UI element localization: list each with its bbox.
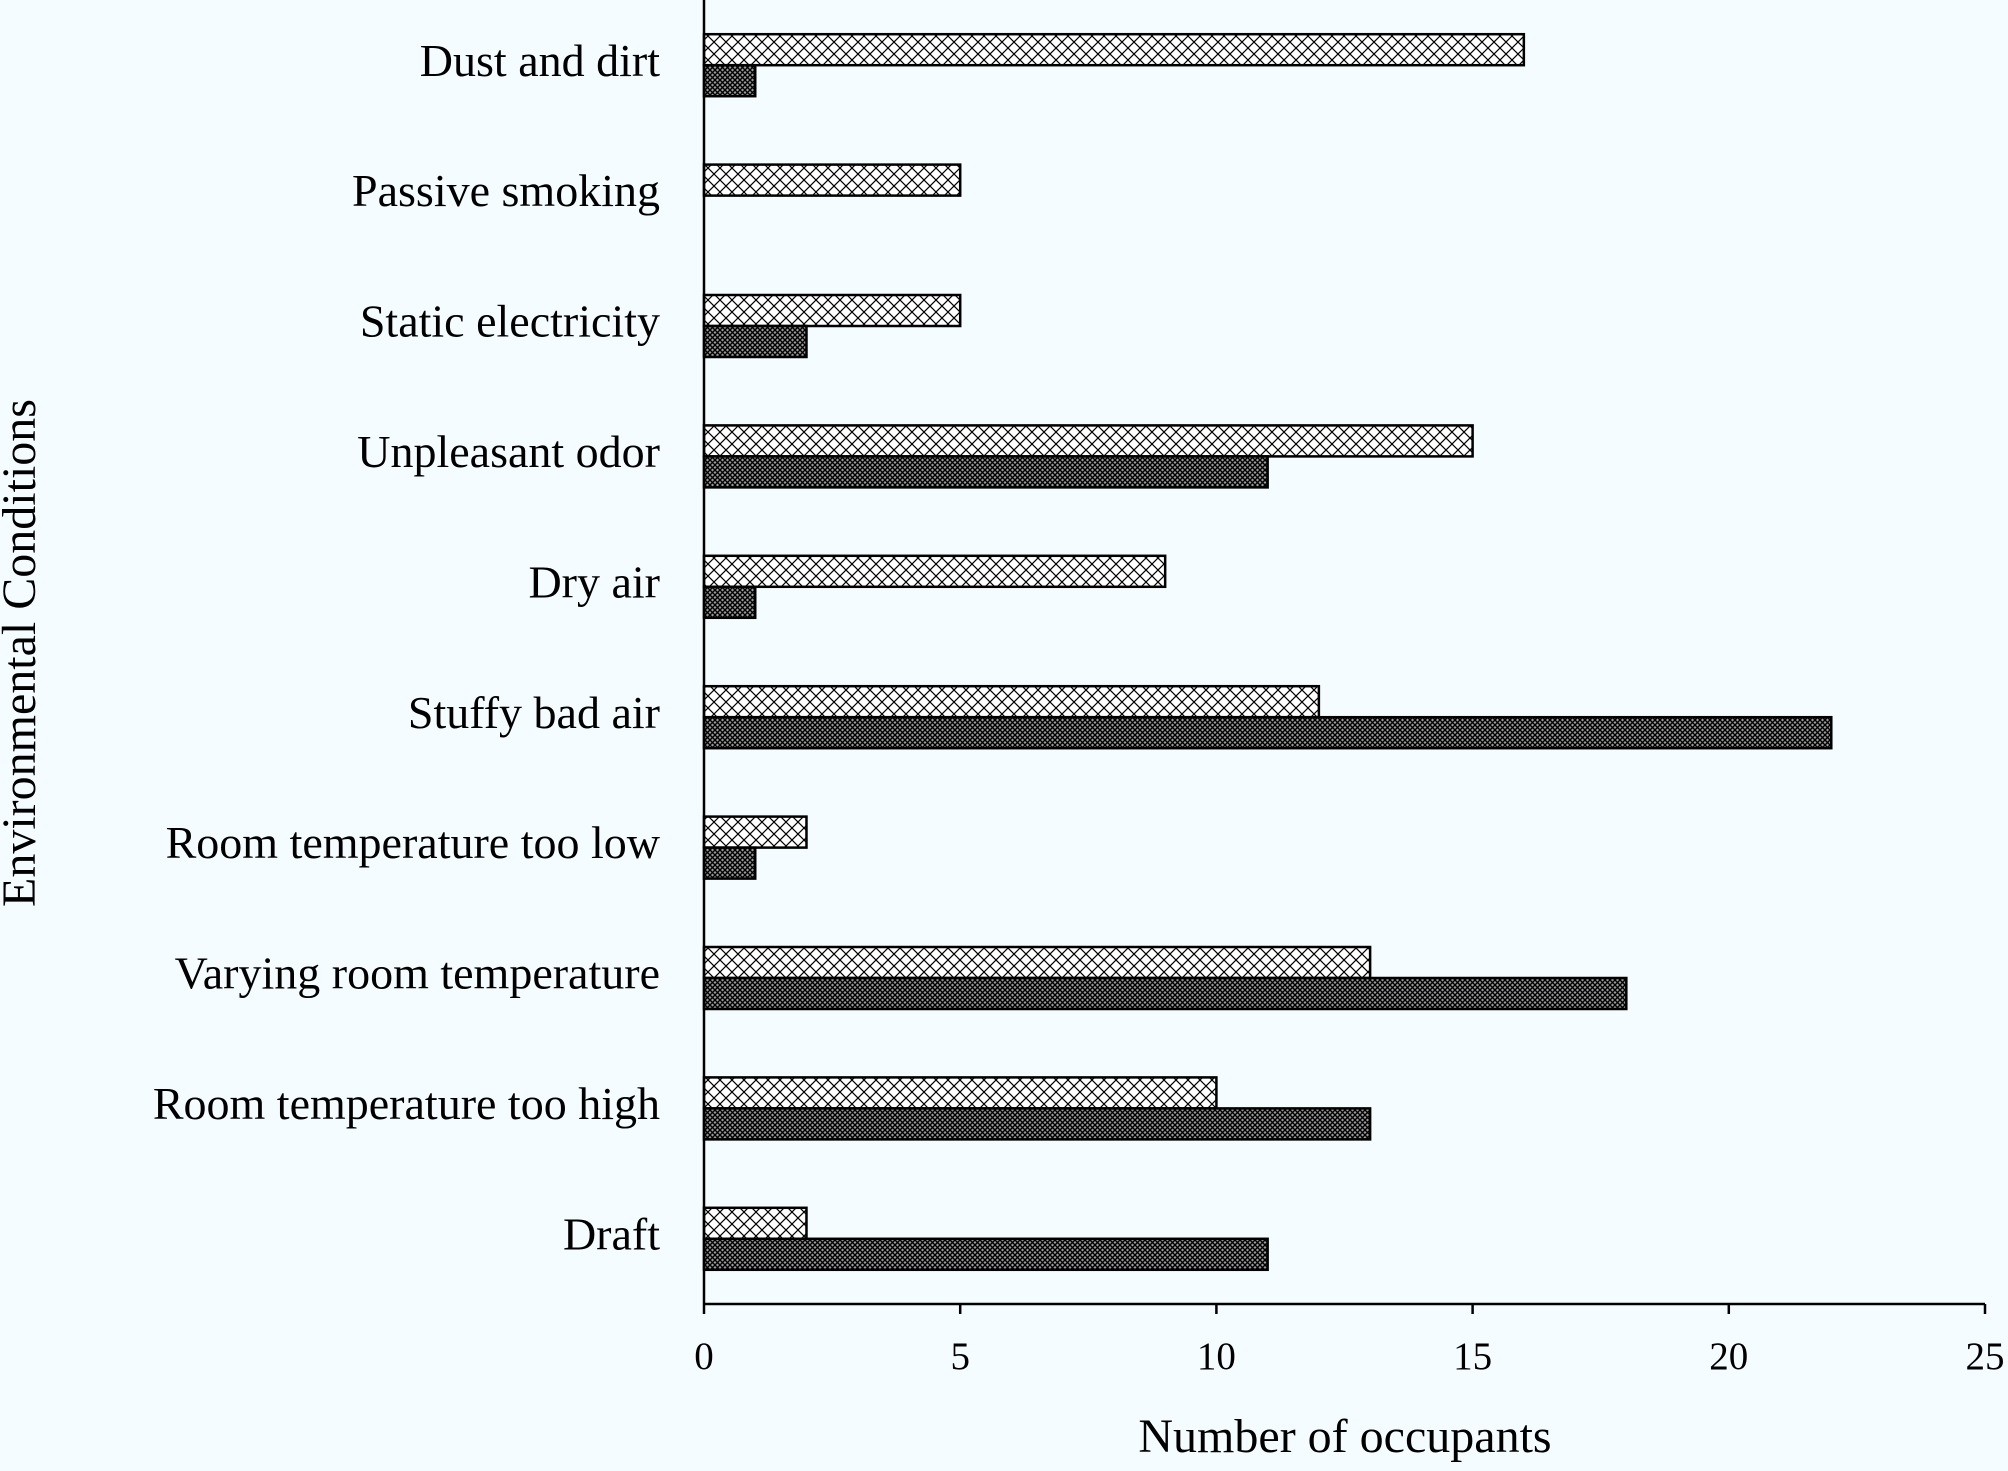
bar [702,63,757,98]
x-tick-label: 15 [1453,1335,1492,1378]
bar [702,424,1474,458]
x-axis-title: Number of occupants [1138,1410,1551,1463]
y-tick-label: Stuffy bad air [408,687,660,738]
bar [702,585,757,620]
y-tick-label: Room temperature too low [166,817,661,868]
bar [702,715,1833,750]
y-tick-label: Dry air [528,556,660,607]
x-tick-label: 5 [950,1335,970,1378]
x-tick-label: 0 [694,1335,714,1378]
x-tick-label: 25 [1966,1335,2005,1378]
y-tick-label: Varying room temperature [175,948,660,999]
bar [702,293,962,328]
x-tick-label: 10 [1197,1335,1236,1378]
bar [702,1206,808,1241]
y-tick-label: Static electricity [360,296,660,347]
bar [702,1107,1372,1141]
y-tick-label: Draft [563,1208,660,1259]
bar [702,684,1321,719]
y-tick-label: Room temperature too high [153,1078,660,1129]
x-tick-label: 20 [1709,1335,1748,1378]
bar [702,163,962,197]
y-tick-label: Dust and dirt [420,35,660,86]
bar [702,324,808,359]
y-axis-title: Environmental Conditions [0,399,46,907]
bar [702,815,808,849]
bar [702,976,1628,1011]
bar [702,945,1372,980]
bar [702,1237,1269,1272]
bar [702,455,1269,489]
y-tick-label: Unpleasant odor [357,426,660,477]
bar [702,846,757,880]
bar [702,554,1167,589]
bar [702,32,1526,67]
y-tick-label: Passive smoking [352,165,660,216]
bar [702,1076,1218,1110]
